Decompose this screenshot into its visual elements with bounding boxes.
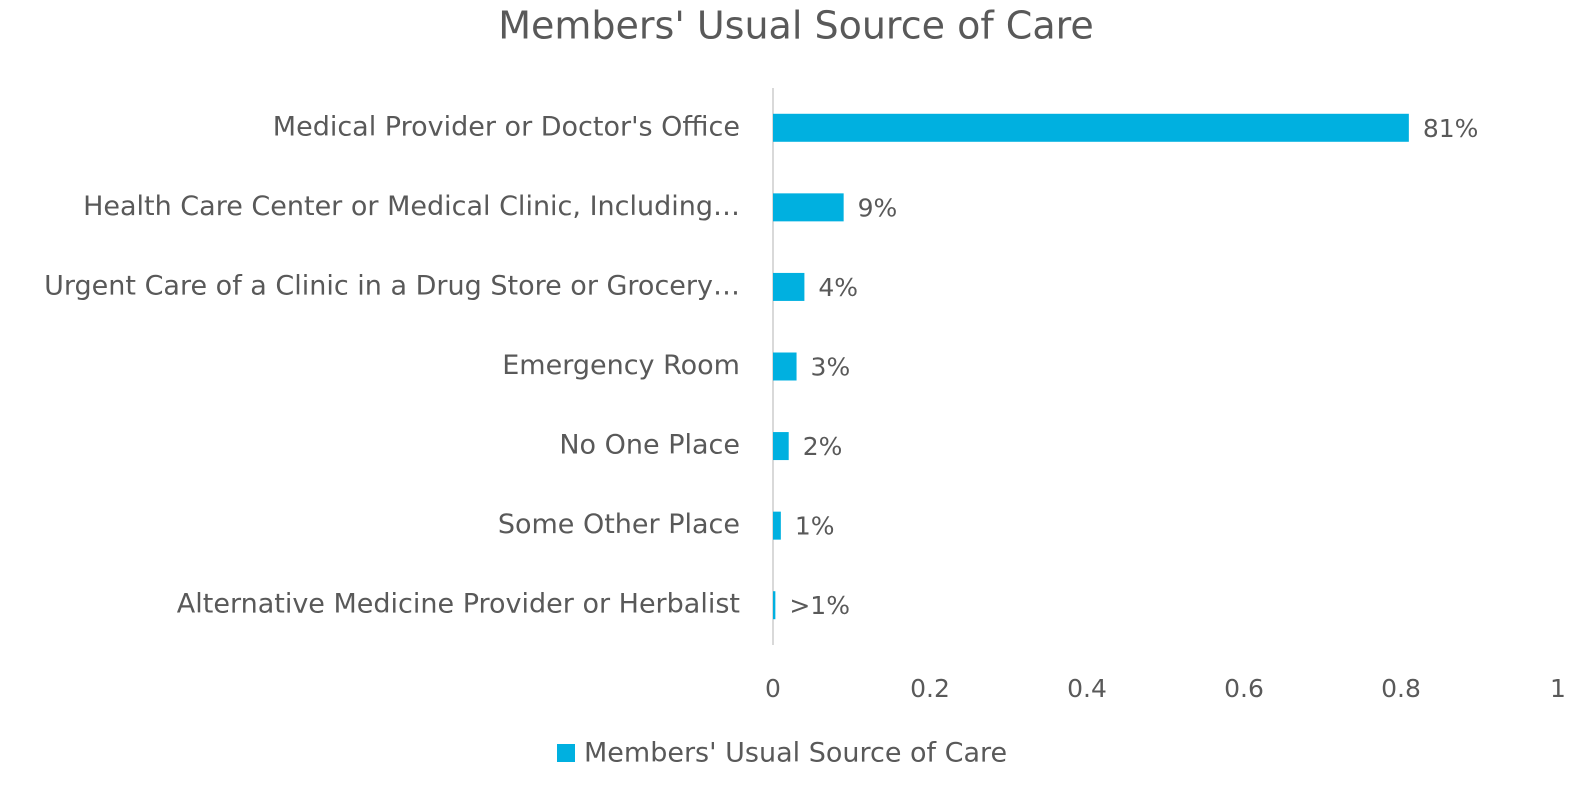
y-tick-label: Some Other Place	[498, 509, 740, 540]
data-label: 4%	[818, 273, 858, 302]
bar	[773, 272, 805, 301]
y-tick-label: Medical Provider or Doctor's Office	[273, 111, 740, 142]
x-tick-label: 0.4	[1067, 674, 1107, 703]
bar	[773, 193, 844, 222]
bar	[773, 113, 1409, 142]
chart-title: Members' Usual Source of Care	[498, 4, 1094, 48]
y-tick-label: Emergency Room	[502, 350, 740, 381]
data-label: 81%	[1423, 114, 1479, 143]
x-tick-label: 0.8	[1381, 674, 1421, 703]
x-tick-label: 0.6	[1224, 674, 1264, 703]
data-label: 1%	[795, 512, 835, 541]
x-tick-label: 1	[1550, 674, 1566, 703]
data-label: 2%	[803, 432, 843, 461]
x-tick-label: 0	[765, 674, 781, 703]
data-label: 9%	[858, 193, 898, 222]
y-tick-label: Urgent Care of a Clinic in a Drug Store …	[44, 270, 740, 301]
y-tick-label: Health Care Center or Medical Clinic, In…	[83, 191, 740, 222]
y-tick-label: No One Place	[559, 430, 740, 461]
bar	[773, 352, 797, 381]
legend-label: Members' Usual Source of Care	[584, 738, 1007, 769]
y-tick-label: Alternative Medicine Provider or Herbali…	[177, 589, 740, 620]
bar	[773, 591, 776, 620]
data-label: >1%	[789, 591, 850, 620]
x-tick-label: 0.2	[910, 674, 950, 703]
bar	[773, 511, 781, 540]
data-label: 3%	[811, 353, 851, 382]
bar	[773, 432, 789, 461]
legend-swatch	[557, 744, 575, 762]
